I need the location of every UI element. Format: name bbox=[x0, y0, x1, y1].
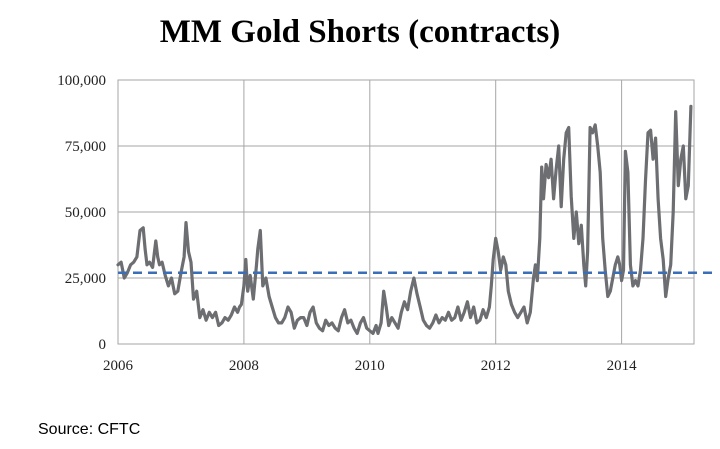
y-tick-label: 100,000 bbox=[57, 73, 106, 89]
series-line bbox=[116, 104, 693, 335]
y-tick-label: 0 bbox=[99, 337, 107, 353]
y-tick-label: 25,000 bbox=[65, 271, 106, 287]
y-tick-label: 50,000 bbox=[65, 205, 106, 221]
x-axis-tick-labels: 2006 2008 2010 2012 2014 bbox=[103, 358, 637, 374]
x-tick-label: 2008 bbox=[229, 358, 259, 374]
series-group bbox=[116, 104, 693, 335]
y-axis-tick-labels: 0 25,000 50,000 75,000 100,000 bbox=[57, 73, 106, 353]
y-tick-label: 75,000 bbox=[65, 139, 106, 155]
x-tick-label: 2006 bbox=[103, 358, 134, 374]
chart-title: MM Gold Shorts (contracts) bbox=[159, 14, 561, 50]
x-tick-label: 2010 bbox=[355, 358, 385, 374]
x-tick-label: 2012 bbox=[481, 358, 511, 374]
source-note: Source: CFTC bbox=[38, 421, 141, 438]
x-tick-label: 2014 bbox=[607, 358, 638, 374]
grid-lines bbox=[117, 79, 695, 345]
